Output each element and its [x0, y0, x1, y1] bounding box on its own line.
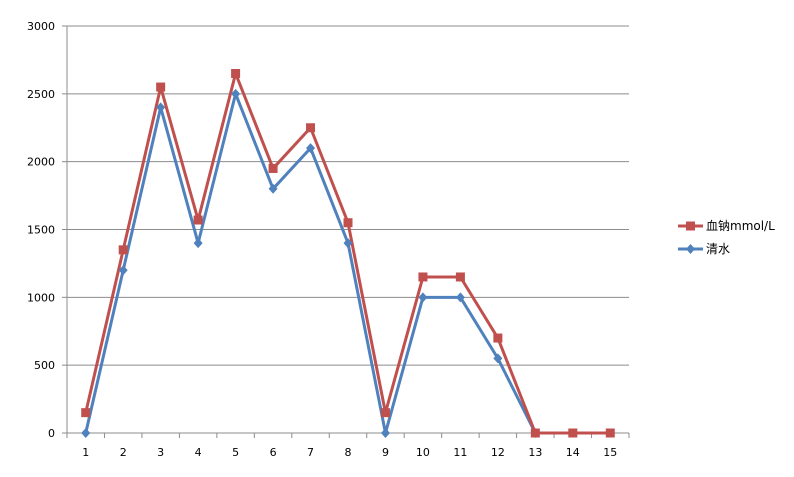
series-2-point [343, 238, 353, 249]
y-axis-tick-labels: 0 500 1000 1500 2000 2500 3000 [27, 20, 55, 440]
series-2-point [156, 102, 166, 113]
series-1-point [418, 272, 428, 282]
series-1-point [493, 333, 503, 343]
series-2-point [81, 428, 91, 438]
axes [62, 25, 630, 438]
series-2-point [455, 292, 465, 303]
gridlines [67, 25, 629, 366]
legend: 血钠mmol/L 清水 [678, 218, 775, 256]
series-2-point [418, 292, 428, 303]
series-1-point [268, 163, 278, 173]
series-2-point [380, 428, 390, 438]
y-tick-label: 3000 [27, 20, 55, 33]
x-tick-label: 5 [232, 446, 239, 459]
series-1-point [605, 428, 615, 438]
series-2-point [231, 88, 241, 99]
y-tick-label: 0 [48, 427, 55, 440]
series-2-point [493, 353, 503, 364]
series-1-point [118, 245, 128, 255]
series-2-point [268, 183, 278, 194]
series-1-point [193, 215, 203, 225]
x-tick-label: 1 [82, 446, 89, 459]
series-1-point [530, 428, 540, 438]
x-tick-label: 14 [566, 446, 580, 459]
x-tick-label: 10 [416, 446, 430, 459]
x-tick-label: 7 [307, 446, 314, 459]
legend-marker-diamond [686, 244, 695, 254]
x-tick-label: 8 [345, 446, 352, 459]
series-2-point [306, 143, 316, 154]
legend-label-2: 清水 [706, 242, 730, 256]
y-tick-label: 1000 [27, 291, 55, 304]
series-1-point [156, 82, 166, 92]
x-tick-label: 2 [120, 446, 127, 459]
legend-marker-square [686, 221, 695, 231]
series-line-1 [84, 71, 611, 435]
x-tick-label: 9 [382, 446, 389, 459]
series-1-point [455, 272, 465, 282]
series-1-point [568, 428, 578, 438]
series-1-point [343, 218, 353, 228]
y-tick-label: 2500 [27, 88, 55, 101]
y-tick-label: 2000 [27, 156, 55, 169]
series-1-point [81, 408, 91, 418]
x-tick-label: 11 [453, 446, 467, 459]
series-markers [81, 68, 615, 438]
series-lines [84, 71, 611, 435]
y-tick-label: 1500 [27, 224, 55, 237]
series-1-point [380, 408, 390, 418]
y-tick-label: 500 [34, 359, 55, 372]
legend-label-1: 血钠mmol/L [706, 218, 775, 233]
x-tick-label: 6 [270, 446, 277, 459]
series-1-point [231, 68, 241, 78]
series-2-point [193, 238, 203, 249]
x-axis-tick-labels: 1 2 3 4 5 6 7 8 9 10 11 12 13 14 15 [82, 446, 617, 459]
series-1-point [306, 123, 316, 133]
x-tick-label: 12 [491, 446, 505, 459]
series-2-point [118, 265, 128, 276]
x-tick-label: 4 [195, 446, 202, 459]
x-tick-label: 3 [157, 446, 164, 459]
x-tick-label: 15 [603, 446, 617, 459]
x-tick-label: 13 [528, 446, 542, 459]
